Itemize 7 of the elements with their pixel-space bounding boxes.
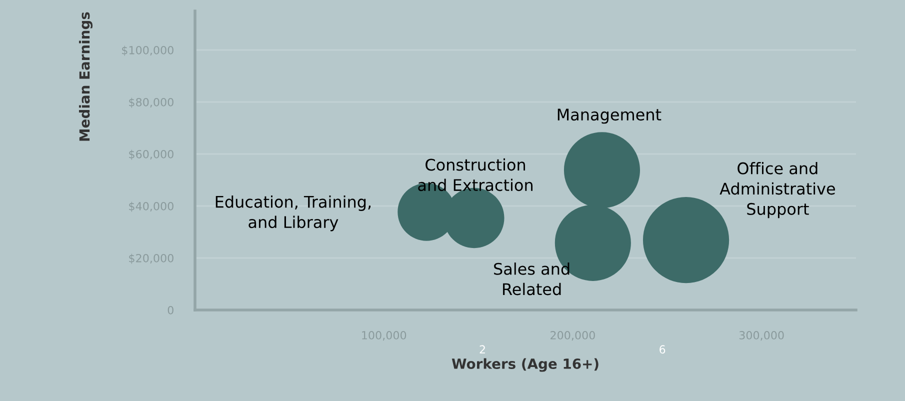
x-axis-title: Workers (Age 16+) — [452, 358, 598, 372]
y-axis-title: Median Earnings — [78, 12, 93, 141]
annotation: Office and Administrative Support — [720, 162, 835, 218]
text: 2 — [480, 345, 485, 354]
annotation: Education, Training, and Library — [216, 195, 371, 232]
annotation: Management — [558, 108, 662, 124]
text: 6 — [660, 345, 666, 354]
